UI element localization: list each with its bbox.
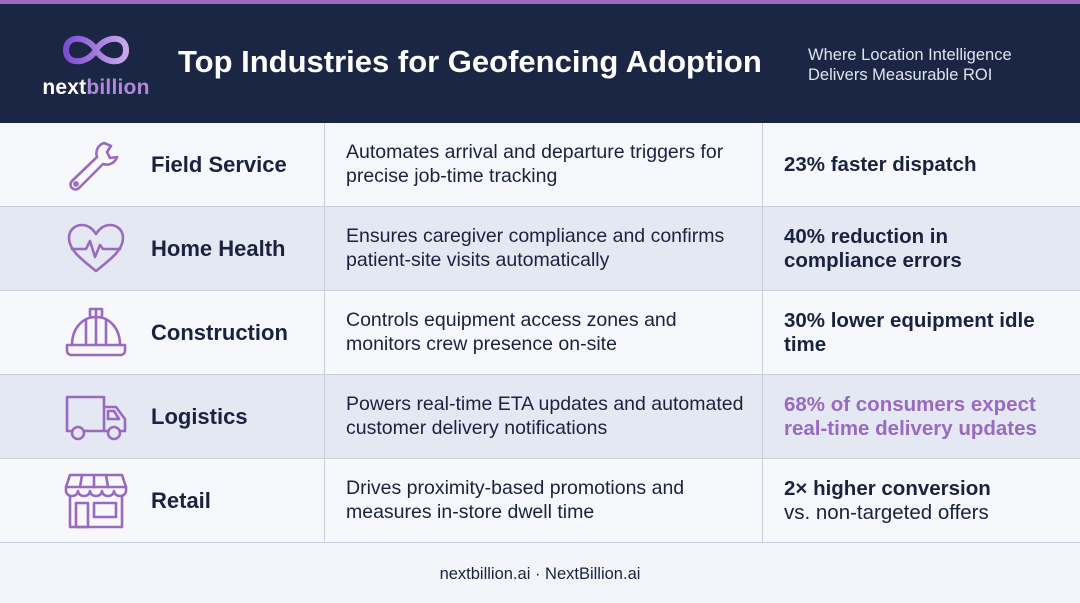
- industry-name: Field Service: [151, 151, 287, 177]
- table-row: Logistics Powers real-time ETA updates a…: [0, 375, 1080, 459]
- column-divider: [324, 207, 325, 290]
- column-divider: [762, 375, 763, 458]
- column-divider: [762, 459, 763, 542]
- logo-wordmark: nextbillion: [42, 76, 150, 99]
- column-divider: [324, 291, 325, 374]
- column-divider: [762, 207, 763, 290]
- stat-detail: vs. non-targeted offers: [784, 500, 989, 524]
- industry-name: Home Health: [151, 235, 286, 261]
- table-row: Construction Controls equipment access z…: [0, 291, 1080, 375]
- page-title: Top Industries for Geofencing Adoption: [178, 44, 762, 79]
- industry-stat: 40% reduction in compliance errors: [784, 224, 962, 272]
- industry-stat: 30% lower equipment idle time: [784, 308, 1035, 356]
- column-divider: [324, 459, 325, 542]
- table-row: Home Health Ensures caregiver compliance…: [0, 207, 1080, 291]
- table-row: Retail Drives proximity-based promotions…: [0, 459, 1080, 543]
- industry-stat: 2× higher conversion vs. non-targeted of…: [784, 459, 1064, 542]
- storefront-icon: [64, 473, 128, 529]
- column-divider: [324, 375, 325, 458]
- industry-stat: 23% faster dispatch: [784, 152, 977, 176]
- industry-description: Automates arrival and departure triggers…: [346, 141, 724, 187]
- industry-description: Controls equipment access zones and moni…: [346, 309, 677, 355]
- hard-hat-icon: [65, 307, 127, 357]
- industry-description: Powers real-time ETA updates and automat…: [346, 393, 744, 439]
- table-row: Field Service Automates arrival and depa…: [0, 123, 1080, 207]
- industries-table: Field Service Automates arrival and depa…: [0, 123, 1080, 543]
- column-divider: [324, 123, 325, 206]
- wrench-icon: [69, 141, 119, 191]
- infinity-logo-icon: [62, 35, 130, 65]
- header: nextbillion Top Industries for Geofencin…: [0, 4, 1080, 123]
- column-divider: [762, 291, 763, 374]
- industry-name: Retail: [151, 487, 211, 513]
- column-divider: [762, 123, 763, 206]
- industry-name: Construction: [151, 319, 288, 345]
- industry-description: Drives proximity-based promotions and me…: [346, 477, 685, 523]
- industry-stat: 68% of consumers expect real-time delive…: [784, 392, 1037, 440]
- footer: nextbillion.ai · NextBillion.ai: [0, 545, 1080, 603]
- top-accent-bar: [0, 0, 1080, 4]
- industry-name: Logistics: [151, 403, 248, 429]
- stat-headline: 2× higher conversion: [784, 476, 991, 500]
- delivery-truck-icon: [65, 395, 127, 441]
- industry-description: Ensures caregiver compliance and confirm…: [346, 225, 725, 271]
- heart-pulse-icon: [67, 223, 125, 273]
- page-subtitle: Where Location Intelligence Delivers Mea…: [808, 46, 1012, 84]
- nextbillion-logo: nextbillion: [40, 30, 152, 102]
